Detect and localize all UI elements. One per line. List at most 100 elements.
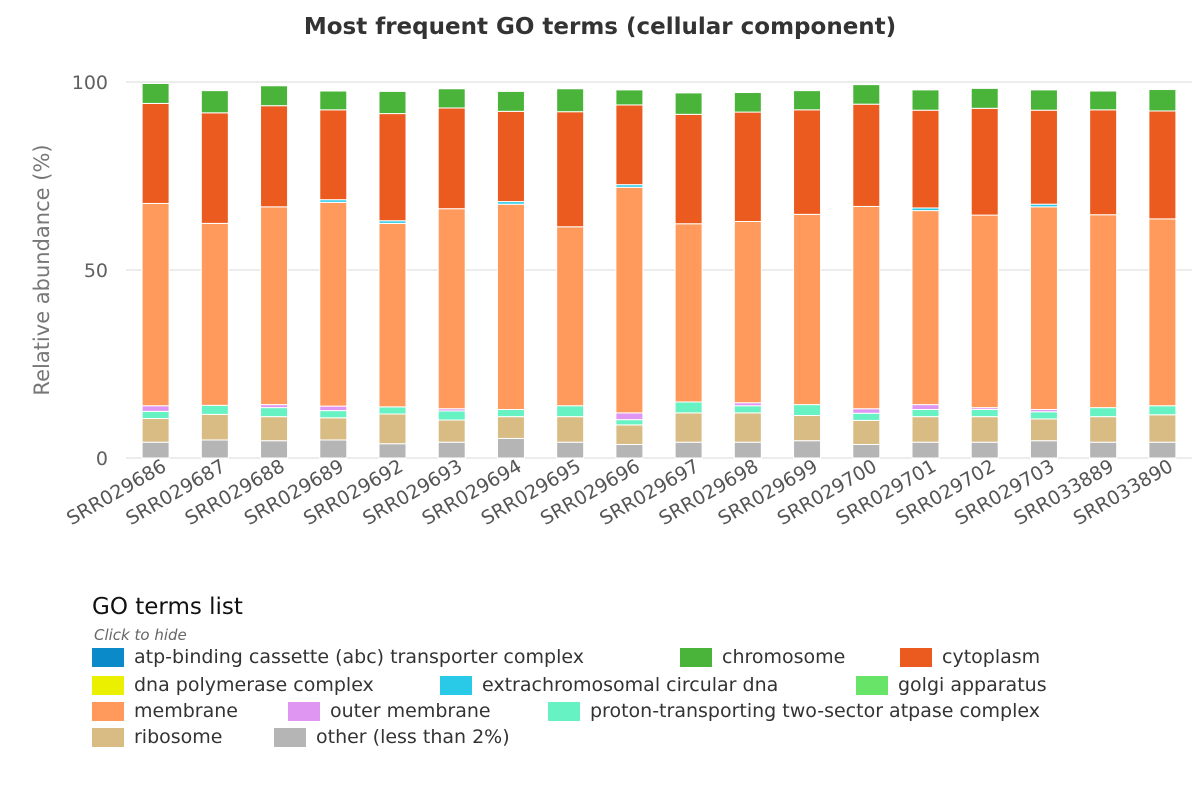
legend-label: proton-transporting two-sector atpase co…	[590, 700, 1040, 722]
bar-segment	[141, 405, 170, 412]
legend-item[interactable]: cytoplasm	[900, 646, 1040, 668]
bar-segment	[200, 112, 229, 224]
bar-segment	[911, 404, 940, 410]
bar-segment	[1029, 109, 1058, 205]
bar-segment	[1148, 218, 1177, 407]
y-tick-label: 0	[96, 448, 108, 470]
bar-segment	[141, 410, 170, 420]
legend-item[interactable]: other (less than 2%)	[274, 726, 510, 748]
legend-item[interactable]: extrachromosomal circular dna	[440, 674, 778, 696]
bar-segment	[615, 424, 644, 445]
bar-segment	[733, 111, 762, 222]
bar-segment	[556, 111, 585, 228]
legend-label: atp-binding cassette (abc) transporter c…	[134, 646, 584, 668]
bar-segment	[496, 110, 525, 203]
legend-item[interactable]: ribosome	[92, 726, 223, 748]
legend-label: chromosome	[722, 646, 846, 668]
bar-segment	[437, 88, 466, 109]
bar-segment	[852, 103, 881, 207]
bar-segment	[437, 208, 466, 410]
bar-segment	[319, 417, 348, 441]
bar-segment	[378, 413, 407, 445]
bar-segment	[556, 88, 585, 113]
bar-segment	[733, 412, 762, 443]
legend-item[interactable]: atp-binding cassette (abc) transporter c…	[92, 646, 584, 668]
bar-segment	[200, 439, 229, 459]
bar-segment	[793, 90, 822, 111]
bar-segment	[1089, 90, 1118, 111]
bar-segment	[260, 105, 289, 208]
bar-segment	[793, 213, 822, 406]
legend-item[interactable]: golgi apparatus	[856, 674, 1047, 696]
bar-segment	[378, 443, 407, 459]
bar-segment	[141, 102, 170, 204]
bar-segment	[970, 441, 999, 459]
bar-segment	[733, 441, 762, 459]
bar-segment	[1148, 89, 1177, 112]
bar-segment	[378, 406, 407, 415]
bar-segment	[1148, 405, 1177, 416]
legend-label: other (less than 2%)	[316, 726, 510, 748]
bar-segment	[319, 439, 348, 459]
y-axis-label: Relative abundance (%)	[30, 144, 54, 395]
bar-segment	[437, 107, 466, 210]
legend-item[interactable]: chromosome	[680, 646, 845, 668]
bar-segment	[911, 109, 940, 209]
bar-segment	[911, 408, 940, 418]
bar-segment	[556, 416, 585, 443]
bar-segment	[852, 443, 881, 459]
bar-segment	[1089, 416, 1118, 443]
legend-item[interactable]: dna polymerase complex	[92, 674, 374, 696]
legend-swatch	[680, 647, 712, 667]
bar-segment	[319, 90, 348, 111]
legend-item[interactable]: outer membrane	[288, 700, 491, 722]
bar-segment	[1029, 206, 1058, 410]
bar-segment	[852, 205, 881, 410]
bar-segment	[1148, 110, 1177, 220]
bar-segment	[260, 440, 289, 459]
legend-label: outer membrane	[330, 700, 491, 722]
bar-segment	[200, 222, 229, 406]
legend-swatch	[92, 727, 124, 747]
bar-segment	[793, 109, 822, 215]
bar-segment	[437, 410, 466, 421]
legend-swatch	[548, 701, 580, 721]
legend-title: GO terms list	[92, 594, 243, 620]
bar-segment	[556, 226, 585, 407]
bar-segment	[141, 418, 170, 443]
bar-segment	[260, 85, 289, 107]
bar-segment	[911, 441, 940, 459]
bar-segment	[1148, 441, 1177, 459]
bar-segment	[674, 441, 703, 459]
bar-segment	[141, 441, 170, 459]
bar-segment	[615, 412, 644, 421]
bar-segment	[674, 113, 703, 225]
bar-segment	[970, 416, 999, 443]
legend-swatch	[288, 701, 320, 721]
bar-segment	[615, 104, 644, 186]
bar-segment	[793, 415, 822, 442]
legend-swatch	[274, 727, 306, 747]
legend-swatch	[92, 675, 124, 695]
bar-segment	[674, 92, 703, 115]
bar-segment	[911, 210, 940, 406]
bar-segment	[496, 408, 525, 418]
legend-label: golgi apparatus	[898, 674, 1047, 696]
bar-segment	[200, 90, 229, 114]
bar-segment	[378, 222, 407, 408]
bar-segment	[319, 109, 348, 201]
bar-segment	[852, 408, 881, 414]
legend-label: membrane	[134, 700, 238, 722]
bar-segment	[1089, 214, 1118, 409]
bar-segment	[141, 83, 170, 104]
legend-item[interactable]: proton-transporting two-sector atpase co…	[548, 700, 1040, 722]
legend-label: ribosome	[134, 726, 223, 748]
bar-segment	[496, 90, 525, 112]
y-tick-label: 100	[72, 72, 108, 94]
bar-segment	[1089, 407, 1118, 418]
bar-segment	[260, 407, 289, 418]
bar-segment	[852, 412, 881, 421]
legend-item[interactable]: membrane	[92, 700, 238, 722]
bar-segment	[793, 404, 822, 417]
